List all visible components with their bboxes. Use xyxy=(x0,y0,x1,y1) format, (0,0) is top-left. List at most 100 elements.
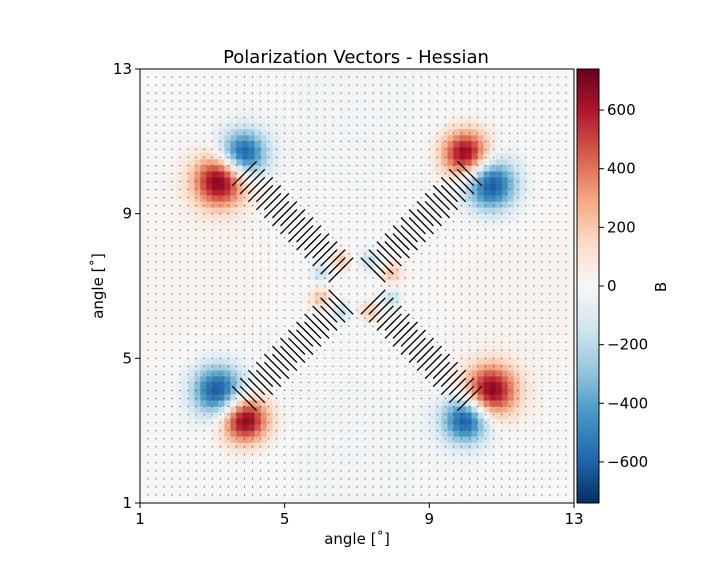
heat-cell xyxy=(200,442,207,450)
heat-cell xyxy=(549,322,557,329)
heat-cell xyxy=(471,298,478,305)
heat-cell xyxy=(344,255,352,263)
heat-cell xyxy=(146,382,153,389)
heat-cell xyxy=(230,454,237,462)
heat-cell xyxy=(447,159,454,166)
heat-cell xyxy=(489,123,497,130)
heat-cell xyxy=(555,466,563,474)
heat-cell xyxy=(284,466,292,474)
heat-cell xyxy=(278,99,286,106)
heat-cell xyxy=(248,286,255,293)
heat-cell xyxy=(489,334,497,341)
heat-cell xyxy=(549,436,557,444)
heat-cell xyxy=(435,286,442,293)
heat-cell xyxy=(338,394,346,401)
heat-cell xyxy=(381,400,388,407)
heat-cell xyxy=(158,153,165,160)
heat-cell xyxy=(447,298,454,305)
heat-cell xyxy=(357,255,364,263)
heat-cell xyxy=(363,231,370,239)
heat-cell xyxy=(248,406,255,413)
heat-cell xyxy=(272,189,280,196)
heat-cell xyxy=(170,322,177,329)
heat-cell xyxy=(519,376,527,383)
heat-cell xyxy=(381,298,388,305)
heat-cell xyxy=(531,255,539,263)
heat-cell xyxy=(230,370,237,377)
heat-cell xyxy=(447,105,454,112)
heat-cell xyxy=(158,279,165,287)
heat-cell xyxy=(260,364,267,371)
heat-cell xyxy=(567,388,575,395)
heat-cell xyxy=(326,237,334,245)
heat-cell xyxy=(206,141,213,148)
heat-cell xyxy=(399,189,406,196)
heat-cell xyxy=(561,165,569,172)
heat-cell xyxy=(519,225,527,233)
heat-cell xyxy=(236,171,243,178)
heat-cell xyxy=(308,177,316,184)
heat-cell xyxy=(495,328,503,335)
heat-cell xyxy=(194,382,201,389)
heat-cell xyxy=(248,189,255,196)
heat-cell xyxy=(242,376,249,383)
heat-cell xyxy=(236,430,243,438)
heat-cell xyxy=(465,207,472,215)
heat-cell xyxy=(314,388,322,395)
heat-cell xyxy=(320,370,328,377)
heat-cell xyxy=(381,81,388,88)
heat-cell xyxy=(314,177,322,184)
heat-cell xyxy=(393,69,400,76)
heat-cell xyxy=(188,382,195,389)
heat-cell xyxy=(405,448,412,456)
heat-cell xyxy=(320,352,328,359)
heat-cell xyxy=(350,219,358,227)
heat-cell xyxy=(146,219,153,227)
heat-cell xyxy=(272,105,280,112)
heat-cell xyxy=(242,448,249,456)
heat-cell xyxy=(357,388,364,395)
heat-cell xyxy=(338,189,346,196)
heat-cell xyxy=(164,81,171,88)
heat-cell xyxy=(561,328,569,335)
heat-cell xyxy=(290,183,298,190)
heat-cell xyxy=(393,298,400,305)
heat-cell xyxy=(254,141,261,148)
heat-cell xyxy=(176,322,183,329)
heat-cell xyxy=(248,141,255,148)
heat-cell xyxy=(453,171,460,178)
heat-cell xyxy=(170,442,177,450)
heat-cell xyxy=(507,75,515,82)
heat-cell xyxy=(332,123,340,130)
heat-cell xyxy=(266,147,274,154)
heat-cell xyxy=(363,75,370,82)
heat-cell xyxy=(525,141,533,148)
heat-cell xyxy=(344,207,352,215)
heat-cell xyxy=(429,249,436,257)
heat-cell xyxy=(411,478,418,486)
heat-cell xyxy=(465,99,472,106)
heat-cell xyxy=(363,93,370,100)
heat-cell xyxy=(537,346,545,353)
heat-cell xyxy=(375,364,382,371)
heat-cell xyxy=(224,406,231,413)
heat-cell xyxy=(290,69,298,76)
heat-cell xyxy=(320,183,328,190)
heat-cell xyxy=(441,430,448,438)
heat-cell xyxy=(188,171,195,178)
heat-cell xyxy=(350,346,358,353)
heat-cell xyxy=(350,352,358,359)
heat-cell xyxy=(338,123,346,130)
heat-cell xyxy=(290,273,298,281)
heat-cell xyxy=(501,316,509,323)
heat-cell xyxy=(236,484,243,492)
heat-cell xyxy=(218,225,225,233)
heat-cell xyxy=(308,394,316,401)
heat-cell xyxy=(369,460,376,468)
heat-cell xyxy=(188,81,195,88)
heat-cell xyxy=(375,279,382,287)
heat-cell xyxy=(344,358,352,365)
heat-cell xyxy=(254,370,261,377)
heat-cell xyxy=(230,231,237,239)
heat-cell xyxy=(525,123,533,130)
